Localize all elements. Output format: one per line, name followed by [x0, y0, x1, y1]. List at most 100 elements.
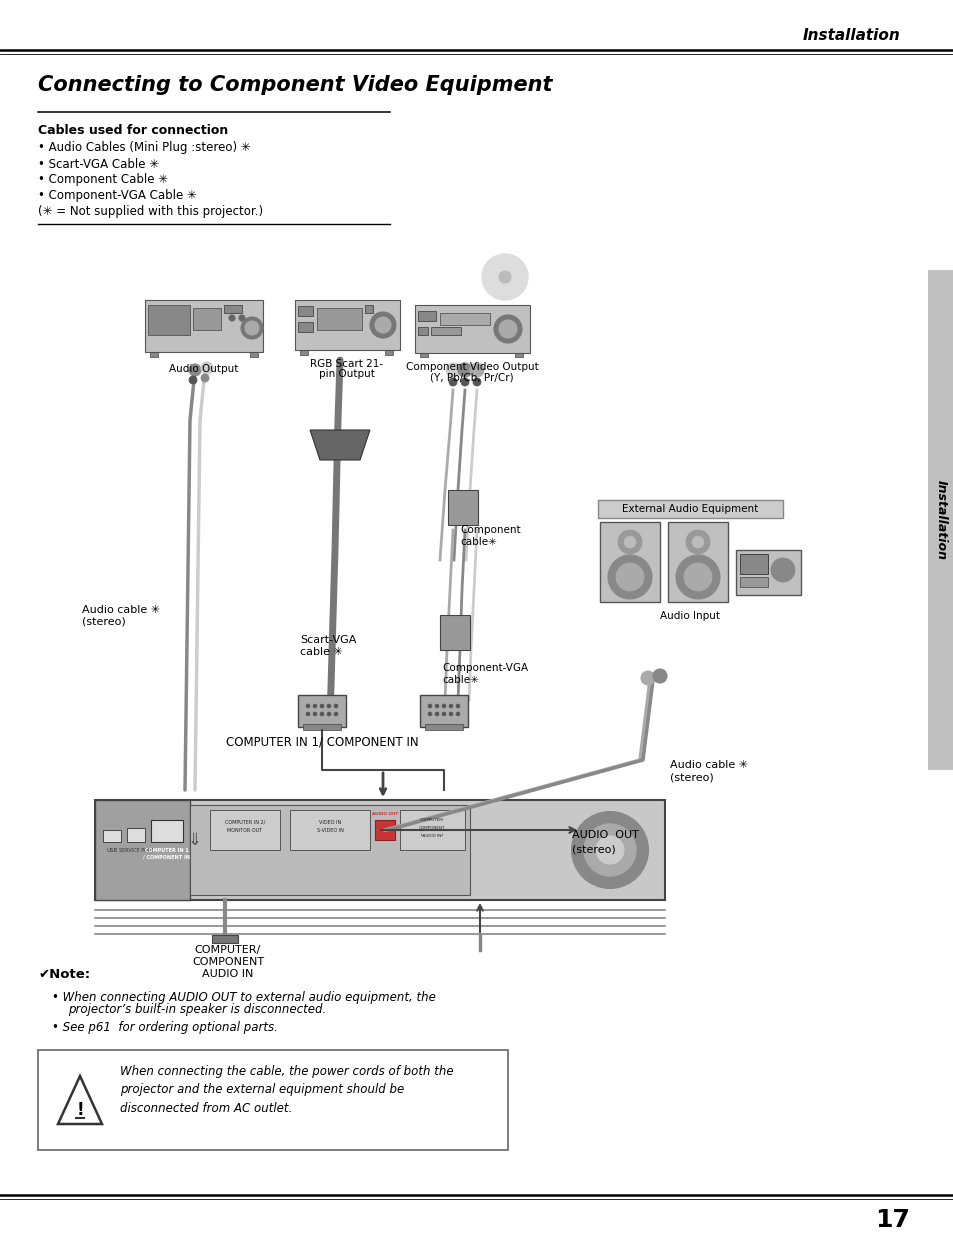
- Circle shape: [441, 713, 446, 716]
- Circle shape: [456, 704, 459, 708]
- Circle shape: [435, 713, 438, 716]
- Text: Scart-VGA: Scart-VGA: [299, 635, 356, 645]
- Bar: [150, 352, 158, 357]
- Circle shape: [446, 363, 459, 377]
- Circle shape: [652, 669, 666, 683]
- Circle shape: [691, 536, 703, 548]
- Bar: [145, 300, 263, 352]
- Bar: [297, 695, 346, 727]
- Circle shape: [327, 704, 331, 708]
- Circle shape: [189, 364, 201, 375]
- Bar: [417, 311, 436, 321]
- Circle shape: [481, 254, 527, 300]
- Text: • Component-VGA Cable ✳: • Component-VGA Cable ✳: [38, 189, 196, 203]
- Text: pin Output: pin Output: [318, 369, 375, 379]
- Circle shape: [435, 704, 438, 708]
- Bar: [424, 724, 462, 730]
- Circle shape: [456, 713, 459, 716]
- Bar: [210, 810, 280, 850]
- Circle shape: [460, 378, 469, 387]
- Bar: [419, 353, 428, 357]
- Bar: [927, 270, 953, 769]
- Bar: [250, 352, 257, 357]
- Circle shape: [239, 315, 245, 321]
- Bar: [294, 300, 399, 350]
- Text: Component: Component: [459, 525, 520, 535]
- Bar: [316, 308, 361, 330]
- Circle shape: [457, 363, 472, 377]
- Text: Audio Output: Audio Output: [169, 364, 238, 374]
- Circle shape: [473, 378, 480, 387]
- Circle shape: [428, 713, 432, 716]
- Text: Audio cable ✳: Audio cable ✳: [82, 605, 160, 615]
- Bar: [38, 1050, 507, 1150]
- Polygon shape: [310, 430, 370, 459]
- Text: RGB Scart 21-: RGB Scart 21-: [310, 359, 383, 369]
- Circle shape: [449, 713, 453, 716]
- Bar: [148, 305, 190, 335]
- Circle shape: [241, 317, 263, 338]
- Text: COMPUTER IN 1: COMPUTER IN 1: [145, 847, 189, 852]
- Bar: [667, 522, 727, 601]
- Circle shape: [607, 555, 651, 599]
- Text: COMPUTER/: COMPUTER/: [419, 818, 444, 823]
- Circle shape: [676, 555, 720, 599]
- Circle shape: [306, 713, 310, 716]
- Text: 17: 17: [874, 1208, 909, 1233]
- Circle shape: [201, 362, 213, 374]
- Circle shape: [370, 312, 395, 338]
- Text: cable✳: cable✳: [459, 537, 497, 547]
- Text: AUDIO OUT: AUDIO OUT: [372, 811, 397, 816]
- Bar: [193, 308, 221, 330]
- Text: When connecting the cable, the power cords of both the: When connecting the cable, the power cor…: [120, 1066, 453, 1078]
- Bar: [448, 490, 477, 525]
- Text: disconnected from AC outlet.: disconnected from AC outlet.: [120, 1102, 292, 1114]
- Text: cable ✳: cable ✳: [299, 647, 342, 657]
- Text: • Scart-VGA Cable ✳: • Scart-VGA Cable ✳: [38, 158, 159, 170]
- Bar: [297, 306, 313, 316]
- Circle shape: [189, 375, 196, 384]
- Circle shape: [375, 317, 391, 333]
- Bar: [375, 820, 395, 840]
- Circle shape: [334, 713, 337, 716]
- Text: Audio cable ✳: Audio cable ✳: [669, 760, 747, 769]
- Circle shape: [498, 270, 511, 283]
- Circle shape: [313, 713, 316, 716]
- Bar: [399, 810, 464, 850]
- Text: USB: USB: [107, 847, 117, 852]
- Bar: [740, 555, 767, 574]
- Text: • See p61  for ordering optional parts.: • See p61 for ordering optional parts.: [52, 1020, 277, 1034]
- Text: projector and the external equipment should be: projector and the external equipment sho…: [120, 1083, 404, 1097]
- Bar: [417, 327, 428, 335]
- Polygon shape: [58, 1076, 102, 1124]
- Text: COMPONENT: COMPONENT: [418, 826, 445, 830]
- Text: (✳ = Not supplied with this projector.): (✳ = Not supplied with this projector.): [38, 205, 263, 219]
- Circle shape: [494, 315, 521, 343]
- Text: / COMPONENT IN: / COMPONENT IN: [143, 855, 191, 860]
- Circle shape: [640, 671, 655, 685]
- Text: MONITOR OUT: MONITOR OUT: [227, 827, 262, 832]
- Circle shape: [685, 530, 709, 555]
- Bar: [95, 800, 190, 900]
- Text: !: !: [76, 1100, 84, 1119]
- Circle shape: [498, 320, 517, 338]
- Text: S-VIDEO IN: S-VIDEO IN: [316, 827, 343, 832]
- Bar: [151, 820, 183, 842]
- Bar: [439, 615, 470, 650]
- Circle shape: [319, 713, 324, 716]
- Text: COMPUTER IN 1/ COMPONENT IN: COMPUTER IN 1/ COMPONENT IN: [226, 736, 417, 748]
- Circle shape: [229, 315, 234, 321]
- Text: Component-VGA: Component-VGA: [441, 663, 528, 673]
- Text: Cables used for connection: Cables used for connection: [38, 124, 228, 137]
- Circle shape: [245, 321, 258, 335]
- Text: cable✳: cable✳: [441, 676, 478, 685]
- Bar: [212, 935, 237, 944]
- Bar: [290, 810, 370, 850]
- Bar: [303, 724, 340, 730]
- Bar: [365, 305, 373, 312]
- Circle shape: [441, 704, 446, 708]
- Text: AUDIO IN: AUDIO IN: [202, 969, 253, 979]
- Circle shape: [327, 713, 331, 716]
- Circle shape: [596, 836, 623, 864]
- Text: COMPUTER/: COMPUTER/: [194, 945, 261, 955]
